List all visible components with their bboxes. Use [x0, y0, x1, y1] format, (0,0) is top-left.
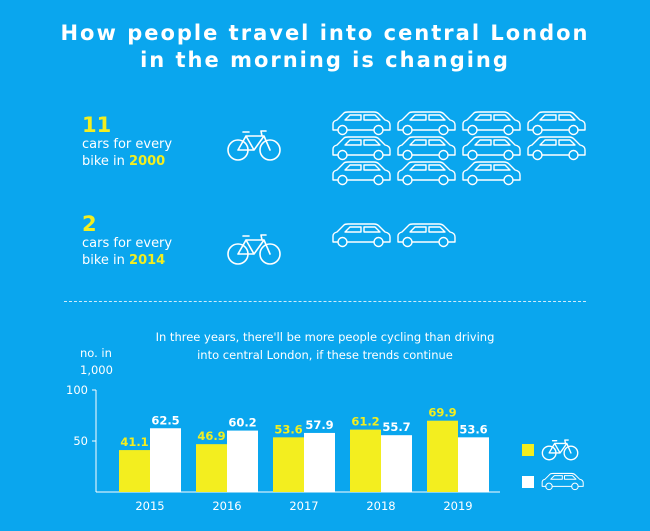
- car-icon: [397, 111, 456, 136]
- stat-year: 2000: [129, 154, 166, 169]
- car-icon: [462, 161, 521, 186]
- car-icon: [527, 136, 586, 161]
- car-icon: [462, 111, 521, 136]
- data-label: 61.2: [351, 415, 379, 429]
- data-label: 69.9: [428, 406, 456, 420]
- x-tick-label: 2015: [135, 499, 164, 513]
- car-icon: [332, 136, 391, 161]
- car-icon: [527, 111, 586, 136]
- car-icon: [332, 223, 391, 248]
- legend-swatch-bike: [522, 444, 534, 456]
- car-icon: [462, 136, 521, 161]
- y-tick-label: 100: [66, 383, 88, 397]
- stat-text-line1: cars for every: [82, 236, 173, 251]
- section-divider: [64, 301, 586, 302]
- bicycle-icon: [227, 130, 281, 161]
- stat-number: 11: [82, 113, 112, 137]
- car-icon: [332, 111, 391, 136]
- legend-swatch-car: [522, 476, 534, 488]
- title-line-2: in the morning is changing: [140, 48, 510, 72]
- data-label: 53.6: [459, 422, 487, 436]
- bar-bike-2016: [196, 444, 227, 492]
- unit-line-2: 1,000: [80, 363, 113, 377]
- data-label: 55.7: [382, 420, 410, 434]
- unit-line-1: no. in: [80, 346, 112, 360]
- bar-bike-2018: [350, 429, 381, 492]
- bar-car-2015: [150, 428, 181, 492]
- data-label: 57.9: [305, 418, 333, 432]
- bar-car-2016: [227, 430, 258, 492]
- bar-bike-2015: [119, 450, 150, 492]
- data-label: 46.9: [197, 429, 225, 443]
- data-label: 41.1: [120, 435, 148, 449]
- subtitle-line-1: In three years, there'll be more people …: [155, 330, 495, 344]
- title-line-1: How people travel into central London: [60, 21, 590, 45]
- stat-text-line1: cars for every: [82, 137, 173, 152]
- x-tick-label: 2016: [212, 499, 241, 513]
- y-axis-unit: no. in 1,000: [80, 345, 113, 379]
- stat-2000: 11 cars for every bike in 2000: [82, 114, 172, 170]
- subtitle-line-2: into central London, if these trends con…: [197, 348, 453, 362]
- stat-text-line2: bike in 2000: [82, 154, 166, 169]
- stat-text-line2: bike in 2014: [82, 253, 166, 268]
- car-icon: [541, 472, 584, 491]
- bar-car-2018: [381, 435, 412, 492]
- chart-subtitle: In three years, there'll be more people …: [130, 328, 520, 364]
- bicycle-icon: [227, 234, 281, 265]
- data-label: 60.2: [228, 416, 256, 430]
- stat-number: 2: [82, 212, 97, 236]
- bar-car-2019: [458, 437, 489, 492]
- car-icon: [397, 136, 456, 161]
- bar-car-2017: [304, 432, 335, 492]
- car-icon: [397, 223, 456, 248]
- bicycle-icon: [541, 439, 579, 461]
- chart-title: How people travel into central London in…: [0, 20, 650, 74]
- data-label: 62.5: [151, 413, 179, 427]
- bar-bike-2019: [427, 420, 458, 492]
- stat-2014: 2 cars for every bike in 2014: [82, 213, 172, 269]
- y-tick-label: 50: [73, 434, 88, 448]
- x-tick-label: 2017: [289, 499, 318, 513]
- x-tick-label: 2018: [366, 499, 395, 513]
- x-tick-label: 2019: [443, 499, 472, 513]
- car-icon: [397, 161, 456, 186]
- data-label: 53.6: [274, 422, 302, 436]
- bar-bike-2017: [273, 437, 304, 492]
- stat-year: 2014: [129, 253, 166, 268]
- car-icon: [332, 161, 391, 186]
